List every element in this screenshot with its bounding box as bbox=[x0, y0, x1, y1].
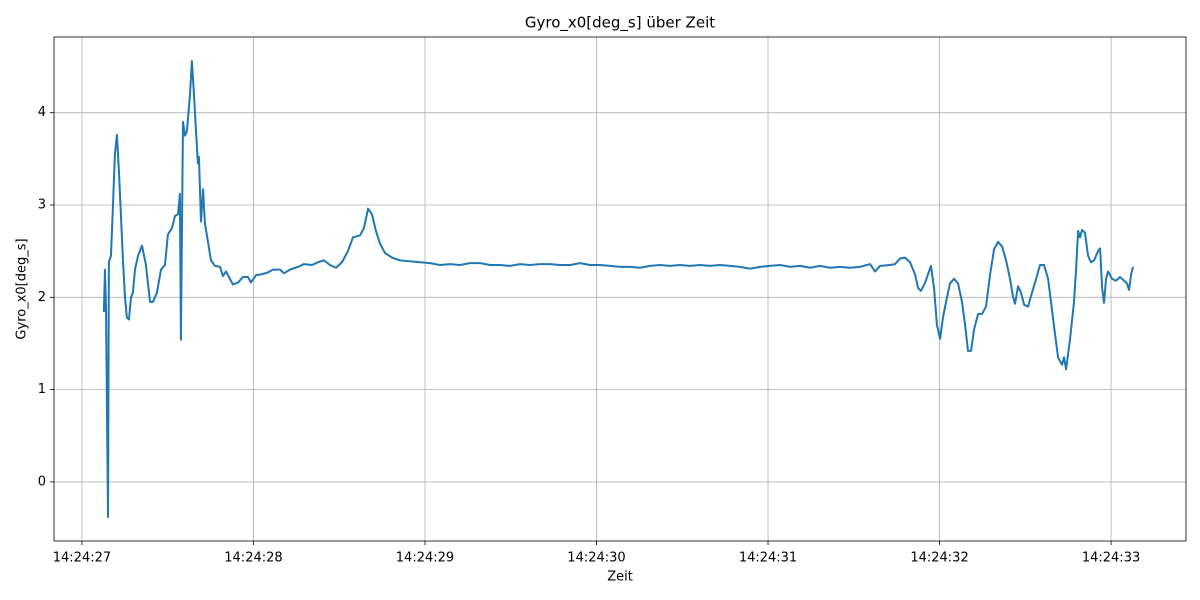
y-tick-label: 2 bbox=[38, 290, 46, 305]
x-axis-label: Zeit bbox=[607, 570, 633, 585]
plot-area: 14:24:27 14:24:28 14:24:29 14:24:30 14:24:31… bbox=[38, 36, 1187, 566]
data-line bbox=[102, 60, 1134, 518]
x-tick-label: 14:24:27 bbox=[53, 551, 111, 566]
y-tick-label: 0 bbox=[38, 474, 46, 489]
x-tick-label: 14:24:29 bbox=[396, 551, 454, 566]
x-tick-label: 14:24:30 bbox=[567, 551, 625, 566]
y-tick-label: 4 bbox=[38, 105, 46, 120]
chart-title: Gyro_x0[deg_s] über Zeit bbox=[525, 14, 715, 33]
y-tick-label: 3 bbox=[38, 198, 46, 213]
x-tick-label: 14:24:31 bbox=[739, 551, 797, 566]
x-tick-label: 14:24:33 bbox=[1082, 551, 1140, 566]
x-tick-label: 14:24:28 bbox=[224, 551, 282, 566]
y-tick-label: 1 bbox=[38, 382, 46, 397]
axes-frame bbox=[53, 36, 1187, 542]
x-tick-label: 14:24:32 bbox=[910, 551, 968, 566]
y-axis-label: Gyro_x0[deg_s] bbox=[15, 238, 30, 339]
